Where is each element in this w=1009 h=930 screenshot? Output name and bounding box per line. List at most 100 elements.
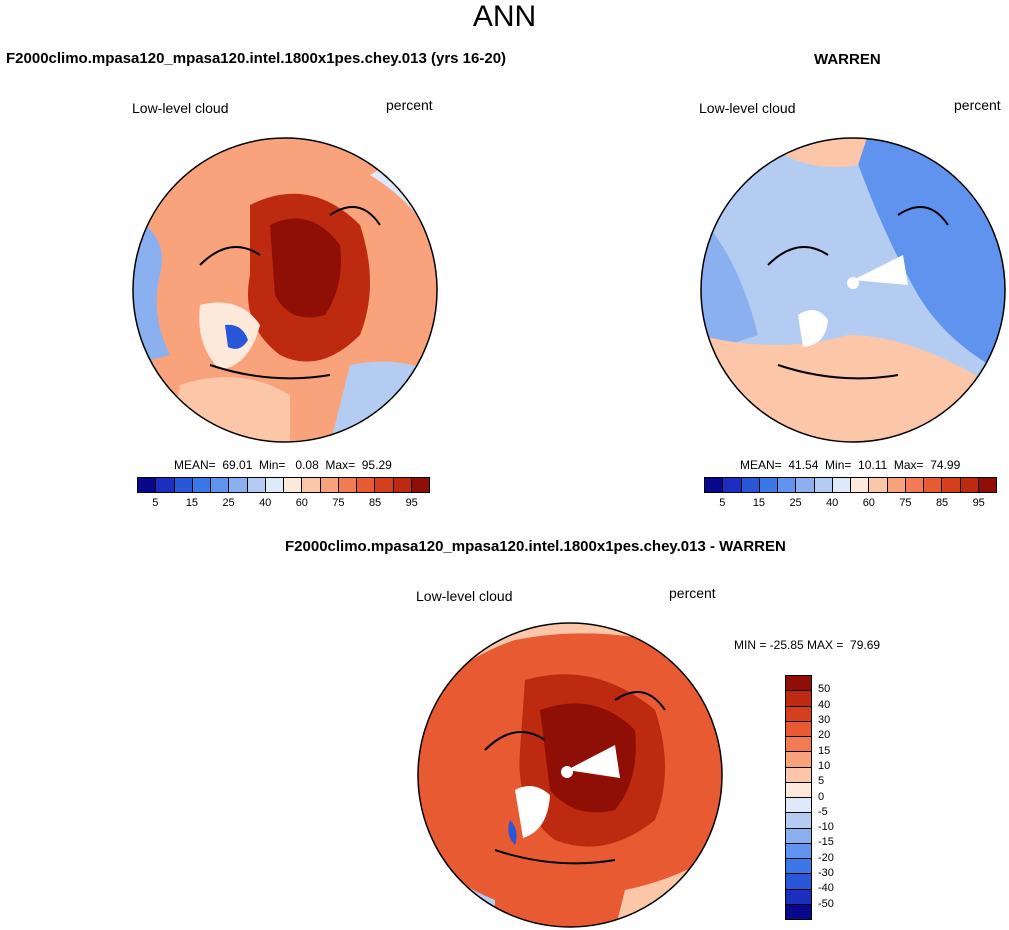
panel3-colorbar-box [786,828,811,844]
panel3-title: F2000climo.mpasa120_mpasa120.intel.1800x… [285,538,786,555]
panel1-colorbar-ticks: 5 15 25 40 60 75 85 95 [137,497,430,511]
panel1-colorbar-box [265,478,284,492]
panel3-coastlines [484,691,666,865]
panel1-colorbar-box [229,478,248,492]
panel2-colorbar-tick-label: 40 [826,497,839,509]
panel1-colorbar-tick-label: 75 [332,497,345,509]
panel2-colorbar-box [942,478,961,492]
panel1-colorbar-box [375,478,394,492]
panel3-colorbar-box [786,889,811,905]
panel2-colorbar-tick-label: 75 [899,497,912,509]
panel1-colorbar-box [211,478,230,492]
panel3-left-label: Low-level cloud [416,588,513,604]
panel2-colorbar-box [978,478,996,492]
panel3-colorbar-box [786,843,811,859]
panel3-colorbar-box [786,767,811,783]
panel3-colorbar-box [786,721,811,737]
panel2-colorbar-box [887,478,906,492]
panel2-field-pole-missing [853,255,908,285]
panel2-colorbar-box [705,478,724,492]
panel1-colorbar-box [174,478,193,492]
panel3-colorbar-tick-label: -15 [818,836,834,849]
panel3-colorbar-tick-label: -40 [818,882,834,895]
panel1-left-label: Low-level cloud [132,100,229,116]
panel2-right-label: percent [954,97,1001,113]
panel3-colorbar-tick-label: -20 [818,851,834,864]
panel3-colorbar-tick-label: -50 [818,897,834,910]
panel2-stats: MEAN= 41.54 Min= 10.11 Max= 74.99 [740,458,961,472]
panel2-colorbar [704,477,997,493]
panel3-colorbar-tick-label: 15 [818,744,831,757]
panel3-colorbar-box [786,798,811,814]
panel2-colorbar-box [832,478,851,492]
figure-title: ANN [472,0,537,33]
panel1-colorbar-tick-label: 60 [295,497,308,509]
panel3-colorbar-ticks: 50 40 30 20 15 10 5 0 -5 -10 -15 -20 -30 -40 -50 [818,675,858,920]
panel2-map-border [700,137,1006,443]
panel3-colorbar-box [786,874,811,890]
panel1-right-label: percent [386,97,433,113]
panel3-field-pole-missing [567,745,620,778]
panel3-colorbar-box [786,782,811,798]
panel2-field-atlantic [701,335,1005,442]
panel1-colorbar-tick-label: 85 [368,497,382,509]
panel1-colorbar-tick-label: 40 [259,497,272,509]
panel2-colorbar-box [924,478,943,492]
panel2-field-canada [701,215,758,355]
panel3-colorbar-tick-label: -5 [818,805,828,818]
panel2-colorbar-tick-label: 25 [789,497,802,509]
panel1-map-border [132,137,438,443]
panel3-map-border [417,622,723,928]
panel2-polar-map [700,137,1006,443]
panel2-colorbar-box [869,478,888,492]
panel2-colorbar-box [814,478,833,492]
panel1-field-greenland-min [225,324,248,349]
panel1-colorbar-tick-label: 5 [152,497,159,509]
panel1-colorbar-tick-label: 95 [405,497,418,509]
panel3-colorbar-box [786,676,811,692]
panel2-field-siberia [848,138,1005,375]
panel1-colorbar-box [284,478,303,492]
panel3-colorbar-box [786,813,811,829]
panel2-pole-marker [847,277,859,289]
panel3-field-negative-spot [508,820,517,845]
panel2-colorbar-box [796,478,815,492]
panel3-colorbar-tick-label: -10 [818,821,834,834]
panel3-colorbar-box [786,691,811,707]
panel3-colorbar-tick-label: 20 [818,729,831,742]
panel2-colorbar-ticks: 5 15 25 40 60 75 85 95 [704,497,997,511]
panel2-colorbar-tick-label: 5 [719,497,726,509]
panel3-colorbar-tick-label: 40 [818,698,831,711]
panel3-stats: MIN = -25.85 MAX = 79.69 [734,638,881,652]
panel1-colorbar-box [338,478,357,492]
panel2-colorbar-box [905,478,924,492]
panel2-colorbar-box [851,478,870,492]
panel3-colorbar-box [786,859,811,875]
panel1-polar-map [132,137,438,443]
panel1-colorbar-box [302,478,321,492]
panel3-colorbar-tick-label: -30 [818,867,834,880]
panel1-colorbar [137,477,430,493]
panel1-colorbar-box [357,478,376,492]
panel1-colorbar-box [138,478,157,492]
panel1-colorbar-box [247,478,266,492]
panel3-right-label: percent [669,585,716,601]
panel1-colorbar-box [393,478,412,492]
panel3-polar-map [417,622,723,928]
panel1-colorbar-box [320,478,339,492]
panel2-colorbar-box [759,478,778,492]
panel3-colorbar-tick-label: 30 [818,713,831,726]
panel1-coastlines [199,206,381,380]
panel3-pole-marker [561,766,573,778]
panel3-colorbar-tick-label: 50 [818,683,831,696]
panel2-colorbar-tick-label: 85 [935,497,949,509]
panel1-field-arctic-core [270,218,341,318]
panel2-colorbar-tick-label: 95 [972,497,985,509]
panel2-coastlines [767,206,949,380]
panel3-colorbar [785,675,812,920]
panel1-field-low-left [133,215,170,365]
panel2-colorbar-box [778,478,797,492]
panel2-title: WARREN [814,51,881,68]
panel1-colorbar-box [411,478,429,492]
panel3-field-arctic-core [540,703,636,813]
